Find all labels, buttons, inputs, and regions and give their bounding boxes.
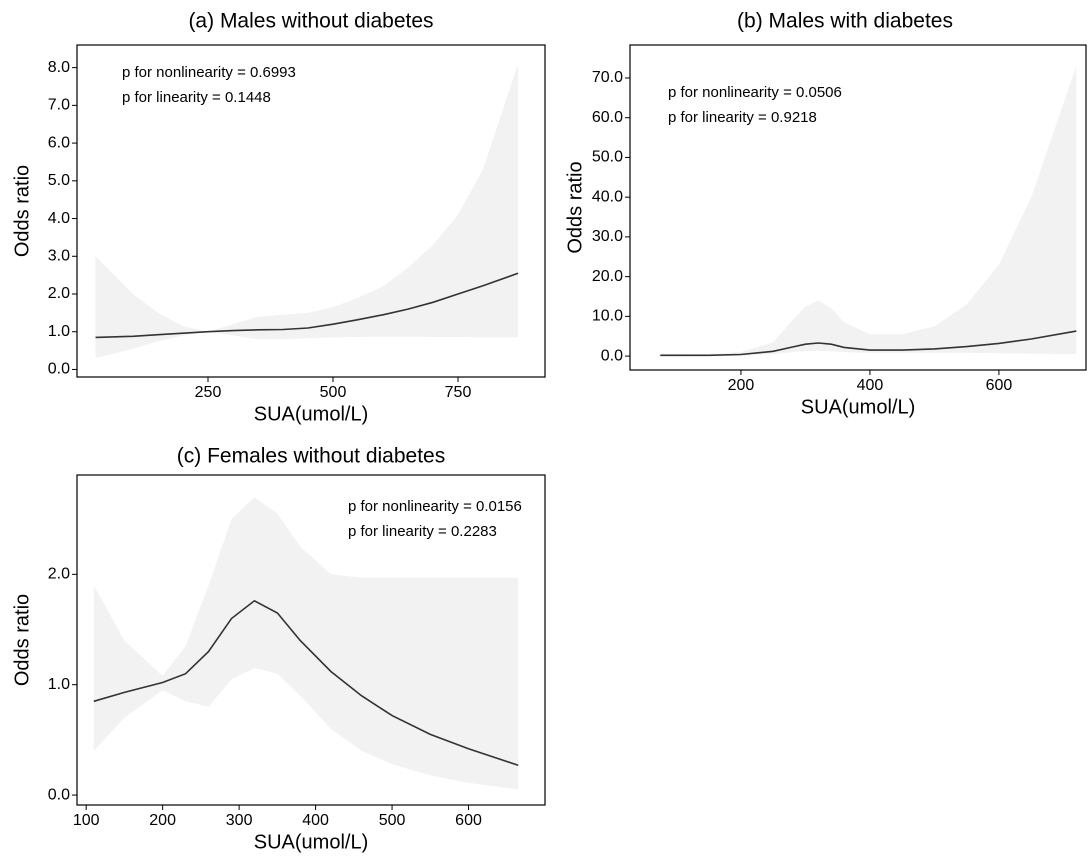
chart-title: (b) Males with diabetes <box>737 10 953 33</box>
y-tick-label: 1.0 <box>48 676 70 693</box>
y-tick-label: 1.0 <box>48 323 70 340</box>
x-axis-label: SUA(umol/L) <box>254 831 368 853</box>
odds-ratio-line <box>95 272 519 339</box>
panel: 0.0 1.0 2.0 3.0 4.0 5.0 6.0 7.0 8.0 250 500 750 (a) … <box>11 10 546 425</box>
x-tick-label: 400 <box>302 812 329 829</box>
x-tick-label: 600 <box>455 812 482 829</box>
confidence-band <box>95 63 518 359</box>
panel: 0.0 10.0 20.0 30.0 40.0 50.0 60.0 70.0 200 400 600… <box>564 10 1087 418</box>
panel: 0.0 1.0 2.0 100 200 300 400 500 600 (c) Females w… <box>11 445 546 853</box>
x-tick-label: 400 <box>857 377 884 394</box>
plot-frame <box>629 44 1087 371</box>
y-tick-label: 40.0 <box>592 188 623 205</box>
plot-frame <box>76 474 546 806</box>
confidence-band <box>660 66 1077 357</box>
y-axis-label: Odds ratio <box>564 161 586 253</box>
annotation: p for linearity = 0.1448 <box>122 89 271 106</box>
x-tick-label: 500 <box>379 812 406 829</box>
odds-ratio-line <box>93 599 519 767</box>
y-tick-label: 50.0 <box>592 149 623 166</box>
x-tick-label: 750 <box>445 384 472 401</box>
y-axis-label: Odds ratio <box>11 594 33 686</box>
y-tick-label: 70.0 <box>592 69 623 86</box>
x-tick-label: 500 <box>320 384 347 401</box>
annotation: p for linearity = 0.9218 <box>668 109 817 126</box>
x-tick-label: 300 <box>226 812 253 829</box>
x-tick-label: 200 <box>149 812 176 829</box>
x-tick-label: 200 <box>728 377 755 394</box>
y-tick-label: 30.0 <box>592 228 623 245</box>
y-tick-label: 60.0 <box>592 109 623 126</box>
y-tick-label: 0.0 <box>601 347 623 364</box>
chart-title: (a) Males without diabetes <box>188 10 433 33</box>
x-tick-label: 250 <box>195 384 222 401</box>
chart-title: (c) Females without diabetes <box>177 445 445 468</box>
y-tick-label: 0.0 <box>48 786 70 803</box>
y-tick-label: 6.0 <box>48 134 70 151</box>
y-tick-label: 2.0 <box>48 566 70 583</box>
x-axis-label: SUA(umol/L) <box>801 396 915 418</box>
y-tick-label: 4.0 <box>48 210 70 227</box>
confidence-band <box>93 497 519 790</box>
x-tick-label: 100 <box>73 812 100 829</box>
y-tick-label: 8.0 <box>48 59 70 76</box>
annotation: p for nonlinearity = 0.0156 <box>348 498 522 515</box>
y-tick-label: 3.0 <box>48 247 70 264</box>
y-tick-label: 10.0 <box>592 308 623 325</box>
y-axis-label: Odds ratio <box>11 165 33 257</box>
y-tick-label: 7.0 <box>48 97 70 114</box>
y-tick-label: 20.0 <box>592 268 623 285</box>
x-tick-label: 600 <box>986 377 1013 394</box>
annotation: p for nonlinearity = 0.0506 <box>668 84 842 101</box>
y-tick-label: 0.0 <box>48 361 70 378</box>
x-axis-label: SUA(umol/L) <box>254 403 368 425</box>
odds-ratio-line <box>660 330 1077 357</box>
annotation: p for nonlinearity = 0.6993 <box>122 64 296 81</box>
annotation: p for linearity = 0.2283 <box>348 523 497 540</box>
y-tick-label: 2.0 <box>48 285 70 302</box>
plot-frame <box>76 44 546 378</box>
y-tick-label: 5.0 <box>48 172 70 189</box>
